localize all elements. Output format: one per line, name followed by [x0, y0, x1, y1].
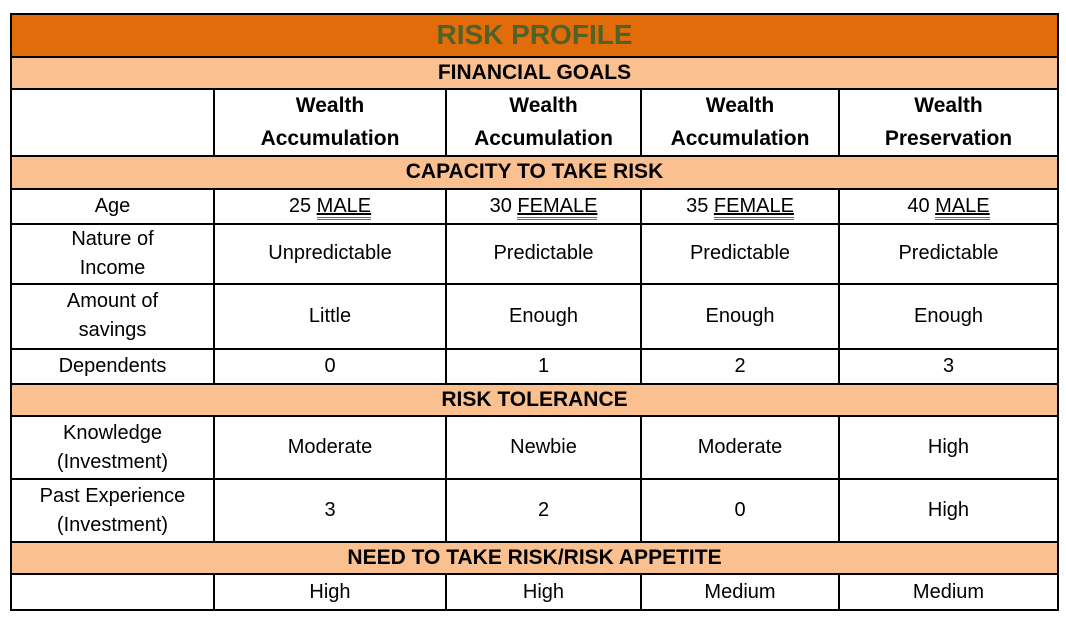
- column-header-2: Wealth Accumulation: [445, 88, 642, 158]
- age-number: 40: [907, 194, 930, 217]
- cell-savings-2: Enough: [445, 282, 642, 350]
- cell-knowledge-3: Moderate: [640, 415, 840, 480]
- age-number: 25: [288, 194, 312, 217]
- row-label-line1: Knowledge: [63, 421, 162, 444]
- cell-dependents-2: 1: [445, 347, 642, 385]
- column-header-3: Wealth Accumulation: [640, 88, 840, 158]
- cell-income-2: Predictable: [445, 222, 642, 285]
- row-label-amount-of-savings: Amount of savings: [10, 282, 215, 350]
- cell-experience-2: 2: [445, 478, 642, 543]
- cell-age-4: 40 MALE: [838, 187, 1059, 225]
- risk-profile-table: RISK PROFILE FINANCIAL GOALS Wealth Accu…: [10, 13, 1059, 612]
- column-header-line2: Accumulation: [260, 126, 400, 150]
- corner-empty-cell: [10, 88, 215, 158]
- cell-dependents-1: 0: [213, 347, 447, 385]
- cell-experience-4: High: [838, 478, 1059, 543]
- row-label-age: Age: [10, 187, 215, 225]
- cell-need-2: High: [445, 573, 642, 612]
- row-label-nature-of-income: Nature of Income: [10, 222, 215, 285]
- row-label-line1: Amount of: [66, 290, 159, 313]
- column-header-line1: Wealth: [509, 94, 578, 118]
- section-header-risk-tolerance: RISK TOLERANCE: [10, 382, 1059, 418]
- age-number: 30: [489, 194, 512, 217]
- column-header-line2: Preservation: [884, 126, 1013, 150]
- cell-age-2: 30 FEMALE: [445, 187, 642, 225]
- row-label-line1: Past Experience: [39, 484, 186, 507]
- row-label-line2: (Investment): [56, 513, 169, 536]
- section-header-capacity-to-take-risk: CAPACITY TO TAKE RISK: [10, 155, 1059, 190]
- age-gender-underlined: MALE: [935, 194, 990, 220]
- age-gender-underlined: FEMALE: [713, 194, 794, 220]
- column-header-line2: Accumulation: [670, 126, 810, 150]
- cell-need-3: Medium: [640, 573, 840, 612]
- cell-age-1: 25 MALE: [213, 187, 447, 225]
- column-header-1: Wealth Accumulation: [213, 88, 447, 158]
- column-header-line1: Wealth: [705, 94, 775, 118]
- cell-dependents-4: 3: [838, 347, 1059, 385]
- column-header-4: Wealth Preservation: [838, 88, 1059, 158]
- row-label-line2: Income: [79, 256, 146, 279]
- cell-need-4: Medium: [838, 573, 1059, 612]
- cell-knowledge-2: Newbie: [445, 415, 642, 480]
- column-header-line2: Accumulation: [474, 126, 613, 150]
- age-gender-underlined: MALE: [316, 194, 372, 220]
- section-header-financial-goals: FINANCIAL GOALS: [10, 55, 1059, 91]
- cell-savings-4: Enough: [838, 282, 1059, 350]
- cell-need-1: High: [213, 573, 447, 612]
- row-label-line2: (Investment): [56, 450, 169, 473]
- cell-income-1: Unpredictable: [213, 222, 447, 285]
- row-label-past-experience-investment: Past Experience (Investment): [10, 478, 215, 543]
- cell-experience-1: 3: [213, 478, 447, 543]
- cell-income-4: Predictable: [838, 222, 1059, 285]
- column-header-line1: Wealth: [914, 94, 983, 118]
- table-title: RISK PROFILE: [10, 13, 1059, 58]
- row-label-line2: savings: [78, 319, 147, 342]
- age-gender-underlined: FEMALE: [517, 194, 598, 220]
- risk-profile-sheet: RISK PROFILE FINANCIAL GOALS Wealth Accu…: [10, 13, 1059, 612]
- age-number: 35: [686, 194, 709, 217]
- cell-dependents-3: 2: [640, 347, 840, 385]
- row-label-knowledge-investment: Knowledge (Investment): [10, 415, 215, 480]
- cell-knowledge-1: Moderate: [213, 415, 447, 480]
- cell-savings-1: Little: [213, 282, 447, 350]
- cell-knowledge-4: High: [838, 415, 1059, 480]
- column-header-line1: Wealth: [295, 94, 365, 118]
- cell-experience-3: 0: [640, 478, 840, 543]
- cell-savings-3: Enough: [640, 282, 840, 350]
- row-label-dependents: Dependents: [10, 347, 215, 385]
- section-header-need-to-take-risk: NEED TO TAKE RISK/RISK APPETITE: [10, 540, 1059, 576]
- row-label-line1: Nature of: [71, 227, 154, 250]
- cell-age-3: 35 FEMALE: [640, 187, 840, 225]
- cell-income-3: Predictable: [640, 222, 840, 285]
- row-label-empty: [10, 573, 215, 612]
